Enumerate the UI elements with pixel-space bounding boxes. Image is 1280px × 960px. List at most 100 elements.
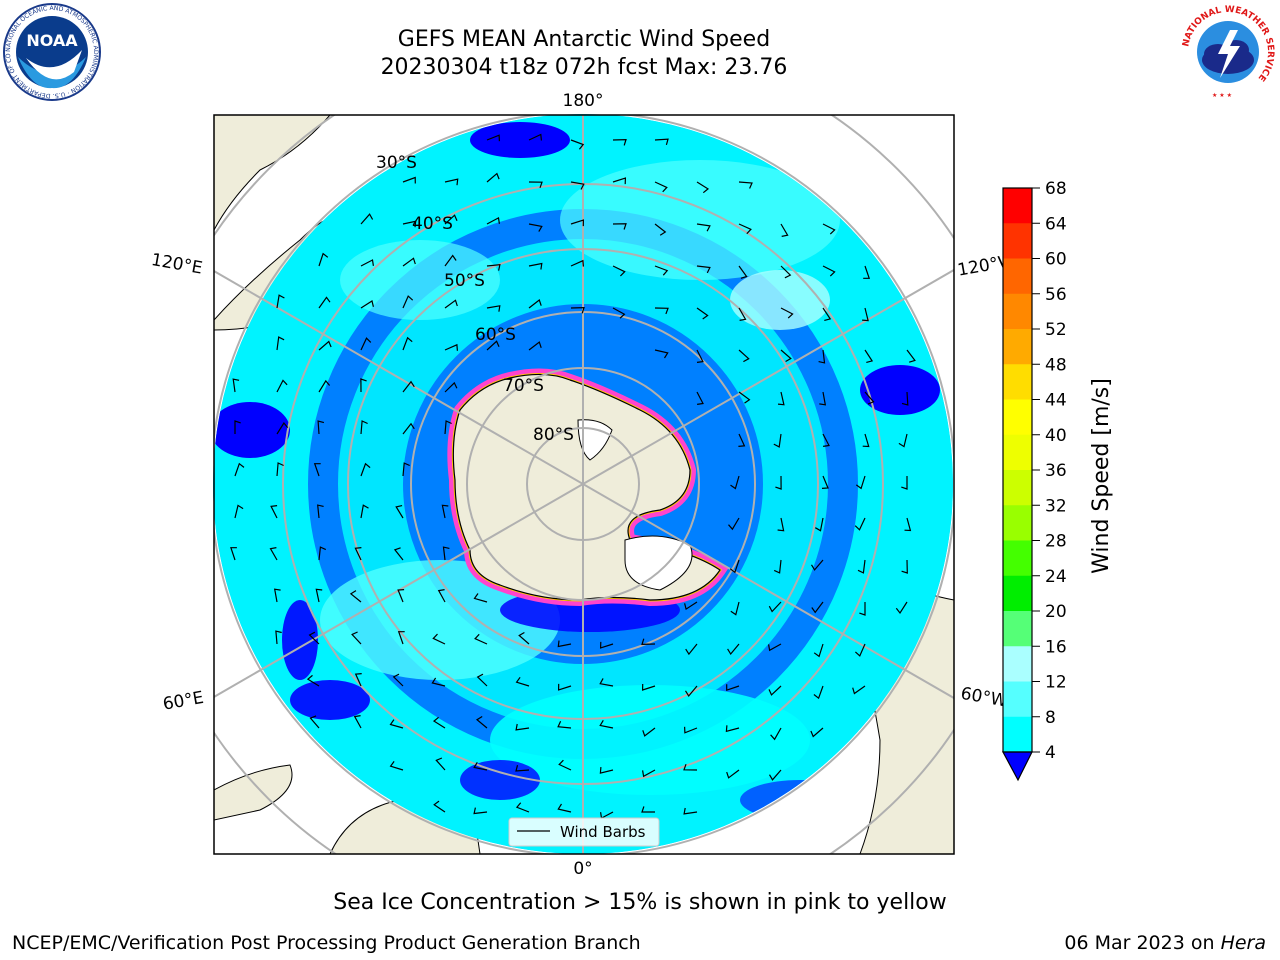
- wind-barb: [528, 133, 542, 141]
- wind-barb: [349, 590, 362, 603]
- wind-barb: [864, 349, 874, 363]
- noaa-logo: NATIONAL OCEANIC AND ATMOSPHERIC ADMINIS…: [2, 2, 101, 101]
- wind-barb: [901, 559, 908, 574]
- wind-barb: [819, 391, 827, 406]
- map-frame: [213, 114, 955, 855]
- colorbar-tick-label: 4: [1045, 743, 1056, 763]
- wind-barb: [473, 761, 488, 771]
- wind-barb: [402, 220, 417, 228]
- wind-barb: [557, 721, 572, 729]
- wind-barb: [230, 547, 237, 561]
- wind-barb: [612, 138, 627, 146]
- wind-barb: [859, 602, 866, 616]
- wind-barb: [397, 589, 405, 603]
- wind-barb: [360, 300, 374, 309]
- wind-barb: [269, 547, 278, 561]
- footer-host: Hera: [1220, 932, 1266, 954]
- lat-label-70s: 70°S: [503, 376, 544, 396]
- wind-barb: [863, 265, 871, 279]
- wind-barb: [351, 631, 362, 645]
- wind-barb: [570, 181, 585, 190]
- wind-barb: [818, 349, 826, 364]
- wind-barb: [654, 138, 669, 146]
- wind-barb: [318, 296, 331, 309]
- lon-label-60e: 60°E: [161, 688, 205, 715]
- wind-barb: [780, 223, 789, 237]
- wind-barb: [441, 504, 449, 519]
- wind-barb: [486, 172, 500, 183]
- wind-barb: [904, 517, 912, 532]
- wind-barb: [641, 806, 655, 813]
- colorbar-block: [1003, 611, 1032, 647]
- wind-barb: [729, 559, 740, 574]
- svg-text:★ ★ ★: ★ ★ ★: [1212, 92, 1232, 99]
- wind-barb: [768, 685, 782, 696]
- wind-barb: [696, 181, 710, 194]
- noaa-logo-text: NOAA: [26, 31, 78, 50]
- wind-barb: [402, 380, 415, 393]
- wind-barb: [770, 727, 782, 741]
- wind-barb: [862, 307, 869, 322]
- wind-barb: [402, 422, 415, 435]
- wind-barb: [444, 343, 458, 351]
- colorbar-tick-label: 52: [1045, 320, 1067, 340]
- wind-barb: [315, 588, 323, 603]
- wind-barb: [768, 601, 782, 613]
- wind-barb: [437, 589, 446, 603]
- colorbar-block: [1003, 470, 1032, 506]
- wind-barb: [276, 462, 284, 477]
- wind-barb: [276, 421, 289, 435]
- wind-barb: [395, 505, 404, 519]
- wind-barb: [557, 803, 572, 813]
- polar-map: 180° 120°E 120°W 60°E 60°W 0° 30°S 40°S …: [150, 91, 1017, 879]
- wind-barb: [444, 381, 458, 393]
- wind-barb: [780, 265, 792, 279]
- colorbar-blocks: [1003, 188, 1032, 753]
- wind-barb: [696, 307, 709, 320]
- wind-barb: [486, 305, 501, 312]
- wind-barb: [402, 336, 413, 351]
- wind-barb: [641, 683, 656, 691]
- wind-barb: [696, 349, 704, 363]
- wind-barb: [822, 307, 832, 321]
- wind-barb: [811, 601, 824, 614]
- wind-barb: [275, 630, 282, 645]
- chart-title: GEFS MEAN Antarctic Wind Speed: [397, 27, 771, 52]
- wind-barb: [318, 340, 332, 351]
- wind-barb: [528, 341, 542, 351]
- colorbar-tick-label: 28: [1045, 532, 1067, 552]
- wind-barb: [557, 640, 572, 648]
- wind-barb: [528, 299, 542, 309]
- colorbar-tick-label: 68: [1045, 179, 1067, 199]
- wind-barb: [393, 547, 404, 561]
- lon-label-180: 180°: [563, 91, 604, 111]
- wind-barb: [234, 462, 245, 477]
- wind-barb: [432, 633, 446, 645]
- wind-barb: [360, 420, 368, 435]
- wind-barb: [738, 349, 750, 363]
- colorbar-label: Wind Speed [m/s]: [1089, 378, 1114, 574]
- wind-barb: [318, 252, 329, 267]
- wind-barb: [444, 420, 452, 435]
- lat-label-30s: 30°S: [376, 153, 417, 173]
- colorbar-tick-label: 60: [1045, 250, 1067, 270]
- wind-barb: [612, 177, 627, 185]
- wind-barb: [306, 674, 320, 687]
- wind-barb: [685, 643, 698, 656]
- wind-barb: [730, 601, 740, 616]
- wind-barb: [444, 214, 458, 225]
- wind-barb: [402, 176, 416, 184]
- wind-barb: [642, 727, 656, 737]
- wind-barb: [318, 379, 331, 393]
- wind-barb: [854, 643, 866, 657]
- wind-barb: [360, 213, 374, 225]
- wind-barb: [360, 504, 369, 519]
- wind-barb: [444, 254, 457, 267]
- wind-barb: [654, 265, 669, 276]
- lon-label-0: 0°: [573, 859, 592, 879]
- wind-barb: [354, 547, 362, 561]
- wind-barb: [528, 223, 543, 232]
- colorbar-tick-label: 12: [1045, 673, 1067, 693]
- colorbar-block: [1003, 505, 1032, 541]
- wind-barb: [612, 223, 627, 230]
